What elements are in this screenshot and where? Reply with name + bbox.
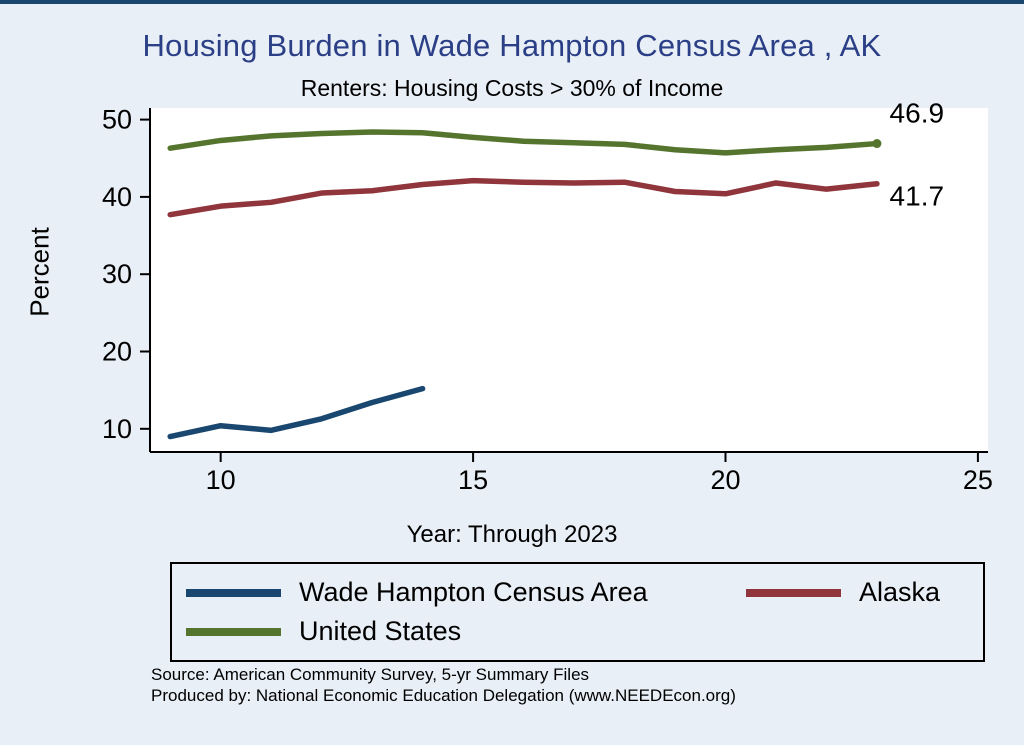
svg-text:25: 25 (963, 465, 993, 495)
source-line-2: Produced by: National Economic Education… (151, 686, 736, 705)
legend-line-united-states-icon (186, 627, 281, 636)
x-axis-label: Year: Through 2023 (406, 521, 618, 548)
legend: Wade Hampton Census Area Alaska United S… (170, 562, 985, 662)
legend-label-wade-hampton: Wade Hampton Census Area (299, 577, 648, 607)
legend-item-alaska: Alaska (746, 577, 973, 608)
svg-text:50: 50 (102, 105, 132, 135)
svg-text:30: 30 (102, 259, 132, 289)
legend-item-united-states: United States (186, 616, 746, 647)
legend-item-wade-hampton: Wade Hampton Census Area (186, 577, 746, 608)
graph-top-border (0, 0, 1024, 4)
legend-line-alaska-icon (746, 588, 841, 597)
legend-label-united-states: United States (299, 616, 462, 646)
svg-text:10: 10 (102, 414, 132, 444)
svg-text:41.7: 41.7 (890, 180, 945, 211)
chart-title: Housing Burden in Wade Hampton Census Ar… (142, 28, 882, 63)
chart-plot: 10 20 30 40 50 10 15 20 25 46.9 41.7 (102, 100, 993, 495)
source-line-1: Source: American Community Survey, 5-yr … (151, 665, 590, 684)
svg-text:20: 20 (102, 337, 132, 367)
legend-line-wade-hampton-icon (186, 588, 281, 597)
svg-text:46.9: 46.9 (890, 100, 945, 129)
svg-text:10: 10 (206, 465, 236, 495)
svg-text:20: 20 (710, 465, 740, 495)
source-note: Source: American Community Survey, 5-yr … (151, 664, 736, 706)
legend-label-alaska: Alaska (859, 577, 941, 607)
svg-text:40: 40 (102, 182, 132, 212)
chart-subtitle: Renters: Housing Costs > 30% of Income (300, 75, 724, 101)
svg-text:15: 15 (458, 465, 488, 495)
